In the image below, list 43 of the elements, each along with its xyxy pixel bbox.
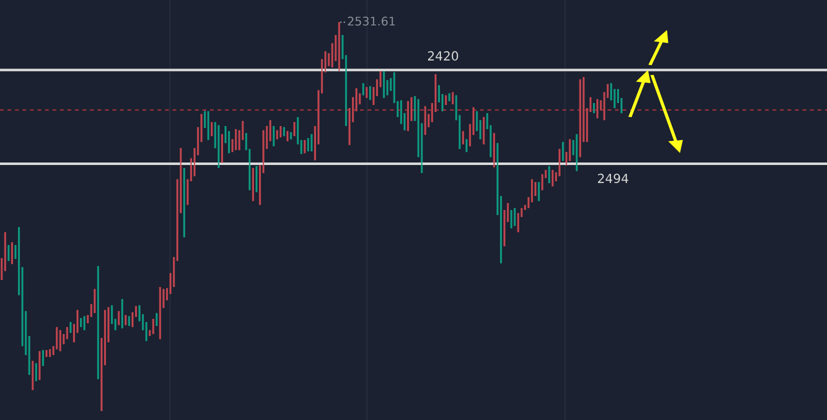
candlestick (156, 312, 158, 326)
candlestick (128, 316, 130, 326)
annotation: 2494 (598, 174, 628, 184)
candlestick (296, 116, 299, 145)
candlestick (8, 244, 10, 262)
candlestick (97, 265, 100, 380)
candlestick (48, 348, 51, 358)
candlestick (124, 314, 127, 326)
candlestick (310, 134, 313, 152)
candlestick (218, 124, 220, 169)
candlestick (548, 166, 550, 184)
candlestick (83, 316, 86, 331)
candlestick (80, 318, 82, 328)
candlestick (603, 92, 606, 121)
candlestick (66, 326, 68, 340)
candlestick (221, 134, 224, 164)
candlestick (444, 94, 447, 106)
candlestick (234, 128, 237, 151)
annotation: 2531.61 (348, 16, 395, 26)
candlestick (552, 169, 554, 187)
candlestick (307, 138, 310, 152)
candlestick (538, 181, 540, 202)
candlestick (510, 209, 512, 229)
annotation: 2420 (428, 51, 458, 61)
candlestick (70, 321, 72, 334)
candlestick (207, 110, 210, 141)
candlestick (493, 132, 496, 168)
candlestick (35, 362, 38, 382)
candlestick (338, 22, 340, 72)
candlestick (596, 98, 598, 119)
candlestick (462, 130, 464, 145)
candlestick (366, 86, 368, 99)
candlestick (382, 70, 385, 99)
candlestick (576, 134, 578, 172)
candlestick (159, 286, 162, 340)
candlestick (94, 288, 96, 314)
candlestick (38, 350, 41, 380)
candlestick (293, 122, 296, 137)
candlestick (579, 78, 582, 158)
candlestick (252, 167, 254, 202)
candlestick (568, 138, 571, 162)
candlestick (369, 86, 372, 100)
candlestick (280, 125, 282, 138)
